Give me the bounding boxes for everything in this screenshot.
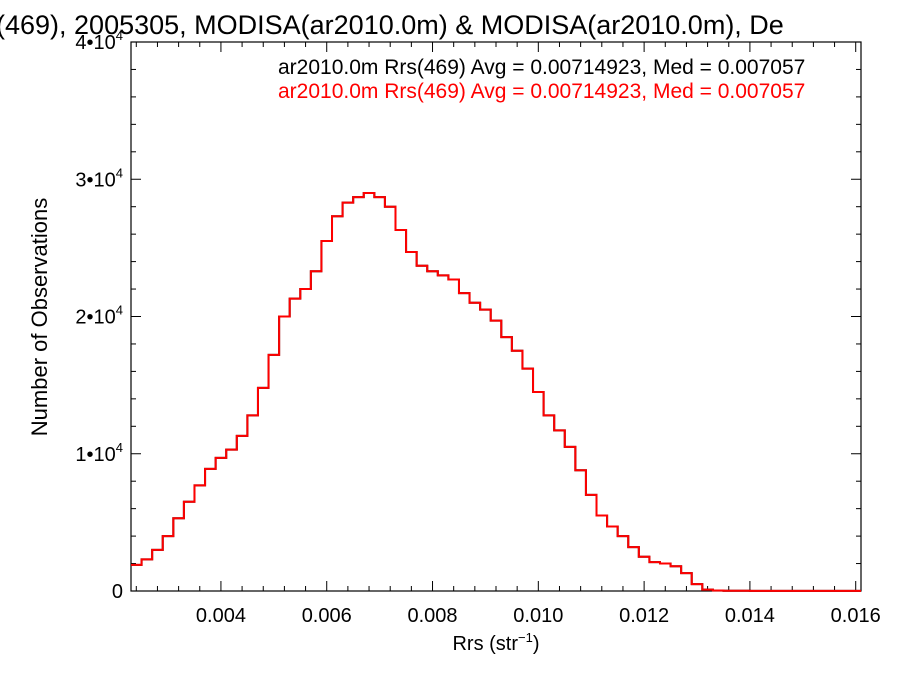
- x-tick-label: 0.012: [619, 605, 669, 627]
- x-tick-label: 0.006: [302, 605, 352, 627]
- series-line-1: [131, 191, 861, 592]
- data-series: [131, 191, 861, 592]
- y-tick-mantissa: 4•10: [75, 32, 115, 54]
- y-tick-exponent: 4: [116, 440, 123, 455]
- legend-entry-1: ar2010.0m Rrs(469) Avg = 0.00714923, Med…: [278, 80, 805, 103]
- plot-frame: [130, 41, 862, 592]
- y-tick-exponent: 4: [116, 28, 123, 43]
- axis-ticks: [131, 41, 861, 592]
- y-tick-label: 3•104: [75, 165, 123, 191]
- y-tick-exponent: 4: [116, 165, 123, 180]
- y-tick-mantissa: 3•10: [75, 169, 115, 191]
- y-axis-label: Number of Observations: [27, 198, 52, 436]
- x-tick-labels: 0.004 0.006 0.008 0.010 0.012 0.014 0.016: [196, 605, 881, 627]
- series-line-0: [131, 191, 861, 592]
- x-axis-label-exponent: −1: [518, 630, 533, 645]
- x-tick-label: 0.014: [725, 605, 775, 627]
- x-axis-label: Rrs (str−1): [452, 630, 539, 655]
- y-tick-label: 0: [112, 581, 123, 603]
- x-tick-label: 0.016: [831, 605, 881, 627]
- x-tick-label: 0.008: [407, 605, 457, 627]
- x-tick-label: 0.004: [196, 605, 246, 627]
- y-tick-label: 4•104: [75, 28, 123, 54]
- x-axis-label-main: Rrs (str: [452, 633, 518, 655]
- y-tick-label: 1•104: [75, 440, 123, 466]
- x-tick-label: 0.010: [513, 605, 563, 627]
- y-tick-mantissa: 1•10: [75, 444, 115, 466]
- x-axis-label-close: ): [533, 633, 540, 655]
- y-tick-mantissa: 0: [112, 581, 123, 603]
- y-tick-exponent: 4: [116, 303, 123, 318]
- legend-entry-0: ar2010.0m Rrs(469) Avg = 0.00714923, Med…: [278, 56, 805, 79]
- y-tick-label: 2•104: [75, 303, 123, 329]
- y-tick-mantissa: 2•10: [75, 307, 115, 329]
- chart-title: (469), 2005305, MODISA(ar2010.0m) & MODI…: [0, 10, 784, 40]
